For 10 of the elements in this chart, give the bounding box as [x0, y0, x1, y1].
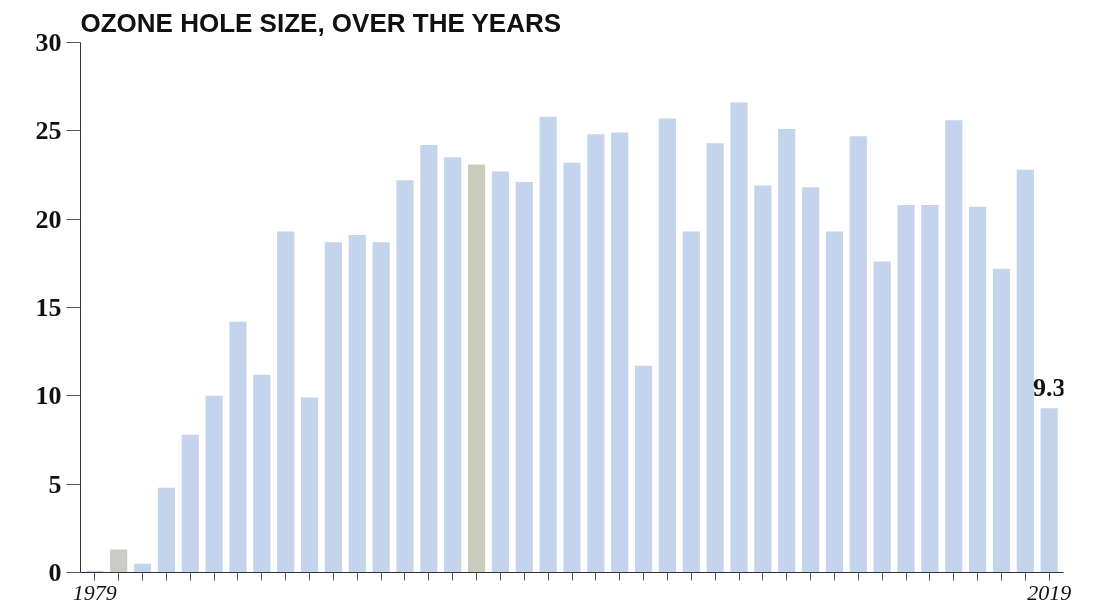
chart-title: OZONE HOLE SIZE, OVER THE YEARS — [80, 7, 562, 38]
y-tick-label: 20 — [35, 204, 62, 234]
x-tick-label: 2019 — [1027, 579, 1072, 605]
y-tick-label: 30 — [35, 28, 62, 57]
y-tick-label: 25 — [35, 116, 62, 146]
y-tick-label: 10 — [35, 381, 62, 411]
y-tick-label: 15 — [35, 293, 62, 322]
y-tick-label: 5 — [48, 469, 62, 499]
x-tick-label: 1979 — [72, 579, 117, 605]
y-tick-label: 0 — [48, 558, 62, 587]
